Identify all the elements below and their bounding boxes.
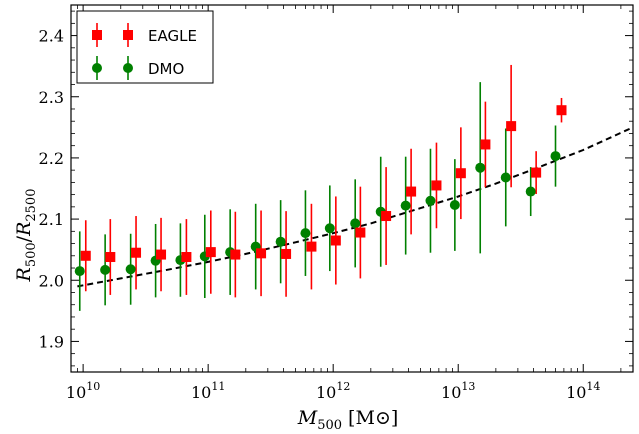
eagle-point (281, 248, 292, 259)
eagle-point (181, 252, 192, 263)
x-tick-label: 1013 (441, 380, 475, 402)
eagle-point (431, 180, 442, 191)
eagle-point (306, 241, 317, 252)
legend-eagle-marker-1 (92, 30, 102, 40)
eagle-point (105, 252, 116, 263)
eagle-point (230, 249, 241, 260)
y-tick-label: 2.3 (39, 88, 64, 107)
eagle-point (531, 167, 542, 178)
dmo-point (425, 195, 436, 206)
eagle-point (506, 121, 517, 132)
y-tick-label: 1.9 (39, 332, 64, 351)
eagle-point (556, 105, 567, 116)
x-tick-label: 1014 (566, 380, 600, 402)
legend: EAGLE DMO (76, 10, 214, 84)
y-tick-label: 2.2 (39, 149, 64, 168)
y-tick-label: 2.0 (39, 271, 64, 290)
legend-dmo-marker-1 (92, 63, 102, 73)
eagle-point (131, 247, 142, 258)
dmo-point (449, 200, 460, 211)
x-tick-label: 1011 (191, 380, 225, 402)
eagle-point (381, 211, 392, 222)
legend-dmo-label: DMO (148, 60, 184, 78)
eagle-point (455, 168, 466, 179)
tick-layer (70, 5, 633, 372)
y-tick-label: 2.4 (39, 27, 64, 46)
legend-eagle-marker-2 (123, 30, 133, 40)
eagle-point (330, 235, 341, 246)
dmo-point (475, 162, 486, 173)
dmo-point (300, 228, 311, 239)
marker-layer (74, 105, 567, 277)
legend-dmo-marker-2 (123, 63, 133, 73)
dmo-point (275, 236, 286, 247)
y-tick-label: 2.1 (39, 210, 64, 229)
eagle-point (406, 186, 417, 197)
dmo-point (500, 172, 511, 183)
x-tick-label: 1012 (316, 380, 350, 402)
dmo-point (550, 151, 561, 162)
dmo-point (125, 264, 136, 275)
dmo-point (100, 264, 111, 275)
eagle-point (80, 250, 91, 261)
eagle-point (256, 248, 267, 259)
dmo-point (400, 200, 411, 211)
legend-entry-dmo: DMO (92, 56, 184, 80)
eagle-point (355, 227, 366, 238)
legend-entry-eagle: EAGLE (92, 23, 197, 47)
x-axis-label: M500 [M⊙] (297, 407, 399, 433)
y-axis-label: R500/R2500 (13, 189, 39, 283)
x-tick-labels: 1010 1011 1012 1013 1014 (66, 380, 600, 402)
y-tick-labels: 1.9 2.0 2.1 2.2 2.3 2.4 (39, 27, 64, 352)
eagle-point (480, 139, 491, 150)
legend-eagle-label: EAGLE (148, 27, 197, 45)
dmo-point (324, 223, 335, 234)
dmo-point (525, 186, 536, 197)
errorbar-layer (78, 64, 563, 311)
eagle-point (205, 247, 216, 258)
eagle-point (156, 249, 167, 260)
plot-frame (70, 4, 634, 373)
x-tick-label: 1010 (66, 380, 100, 402)
dmo-point (350, 218, 361, 229)
dmo-point (74, 266, 85, 277)
